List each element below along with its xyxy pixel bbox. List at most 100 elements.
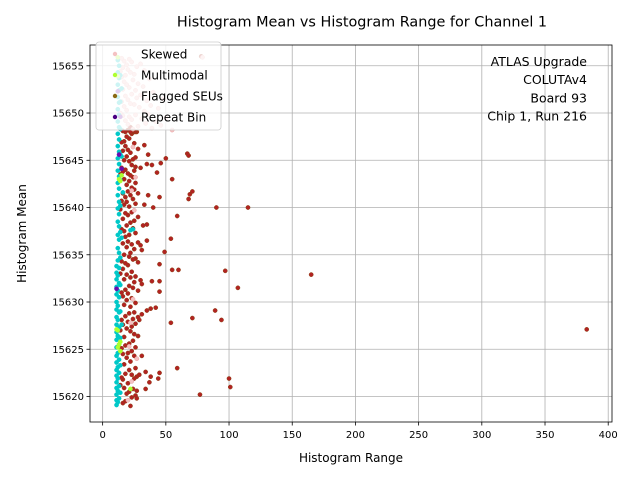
data-point-normal xyxy=(133,201,138,207)
y-axis-label: Histogram Mean xyxy=(15,184,29,283)
data-point-normal xyxy=(125,350,131,356)
data-point-normal xyxy=(133,365,138,371)
data-point-normal xyxy=(162,249,167,255)
data-point-normal xyxy=(153,305,159,311)
data-point-normal xyxy=(142,142,147,148)
y-tick-label: 15635 xyxy=(52,250,84,261)
data-point-normal xyxy=(124,297,130,303)
data-point-normal xyxy=(135,333,141,339)
data-point-multimodal xyxy=(115,131,121,137)
data-point-normal xyxy=(120,400,126,406)
data-point-normal xyxy=(135,214,141,220)
data-point-multimodal xyxy=(117,362,123,368)
data-point-normal xyxy=(126,232,132,238)
data-point-multimodal xyxy=(119,322,124,328)
data-point-skewed xyxy=(133,174,138,180)
data-point-normal xyxy=(125,239,131,244)
data-point-multimodal xyxy=(115,303,121,309)
data-point-normal xyxy=(129,162,135,168)
data-point-skewed xyxy=(131,208,137,213)
data-point-normal xyxy=(214,205,219,210)
data-point-flagged xyxy=(114,327,119,332)
data-point-normal xyxy=(135,314,141,320)
data-point-normal xyxy=(131,279,137,285)
data-point-skewed xyxy=(134,356,140,362)
data-point-normal xyxy=(119,290,124,295)
data-point-multimodal xyxy=(116,250,122,256)
annotation-line: COLUTAv4 xyxy=(523,72,587,87)
annotation-line: Board 93 xyxy=(530,90,587,105)
data-point-normal xyxy=(121,176,127,182)
data-point-normal xyxy=(126,178,132,184)
data-point-normal xyxy=(133,230,138,236)
data-point-normal xyxy=(155,376,161,381)
data-point-multimodal xyxy=(116,161,122,167)
data-point-multimodal xyxy=(116,137,122,142)
data-point-skewed xyxy=(129,379,135,384)
legend-marker xyxy=(112,72,118,78)
data-point-normal xyxy=(140,223,146,228)
data-point-multimodal xyxy=(117,255,123,260)
data-point-multimodal xyxy=(117,229,123,235)
data-point-normal xyxy=(125,291,131,296)
data-point-normal xyxy=(148,374,154,379)
data-point-flagged xyxy=(128,386,133,392)
data-point-normal xyxy=(124,326,130,331)
data-point-normal xyxy=(128,328,133,334)
data-point-skewed xyxy=(125,397,131,403)
data-point-repeat xyxy=(116,152,122,157)
data-point-normal xyxy=(145,192,151,198)
data-point-flagged xyxy=(117,178,123,184)
data-point-normal xyxy=(124,154,130,159)
data-point-normal xyxy=(154,170,160,175)
x-tick-label: 100 xyxy=(219,430,238,441)
data-point-normal xyxy=(174,213,180,219)
legend-label: Skewed xyxy=(141,47,187,61)
data-point-normal xyxy=(142,202,147,208)
x-axis-label: Histogram Range xyxy=(299,451,403,465)
data-point-normal xyxy=(186,153,191,158)
data-point-multimodal xyxy=(119,235,124,241)
data-point-multimodal xyxy=(117,203,123,208)
data-point-multimodal xyxy=(115,168,121,174)
data-point-multimodal xyxy=(116,357,122,362)
data-point-skewed xyxy=(128,320,133,326)
x-tick-label: 400 xyxy=(599,430,618,441)
data-point-multimodal xyxy=(117,282,123,288)
annotation-line: ATLAS Upgrade xyxy=(491,54,588,69)
data-point-normal xyxy=(227,384,233,390)
data-point-normal xyxy=(135,288,141,294)
data-point-normal xyxy=(121,334,127,340)
data-point-normal xyxy=(129,348,135,354)
data-point-normal xyxy=(121,202,127,208)
data-point-normal xyxy=(144,161,150,167)
data-point-normal xyxy=(131,331,137,337)
data-point-skewed xyxy=(129,188,135,193)
data-point-normal xyxy=(123,210,128,216)
data-point-normal xyxy=(245,205,251,210)
data-point-flagged xyxy=(117,339,123,345)
legend-marker xyxy=(112,51,118,57)
data-point-normal xyxy=(126,254,132,259)
data-point-normal xyxy=(126,158,132,164)
data-point-normal xyxy=(169,176,175,182)
data-points xyxy=(114,53,590,409)
data-point-normal xyxy=(120,266,126,272)
data-point-normal xyxy=(143,369,148,375)
data-point-flagged xyxy=(115,345,121,350)
data-point-normal xyxy=(138,277,143,283)
data-point-normal xyxy=(135,259,141,265)
data-point-multimodal xyxy=(115,317,121,323)
data-point-normal xyxy=(584,327,590,332)
data-point-normal xyxy=(135,190,141,196)
data-point-multimodal xyxy=(116,211,122,217)
data-point-normal xyxy=(123,194,128,200)
data-point-normal xyxy=(190,315,195,321)
data-point-normal xyxy=(130,338,136,344)
data-point-normal xyxy=(139,353,145,359)
data-point-multimodal xyxy=(116,265,122,271)
data-point-normal xyxy=(124,355,130,361)
x-tick-label: 350 xyxy=(535,430,554,441)
data-point-normal xyxy=(126,367,132,373)
